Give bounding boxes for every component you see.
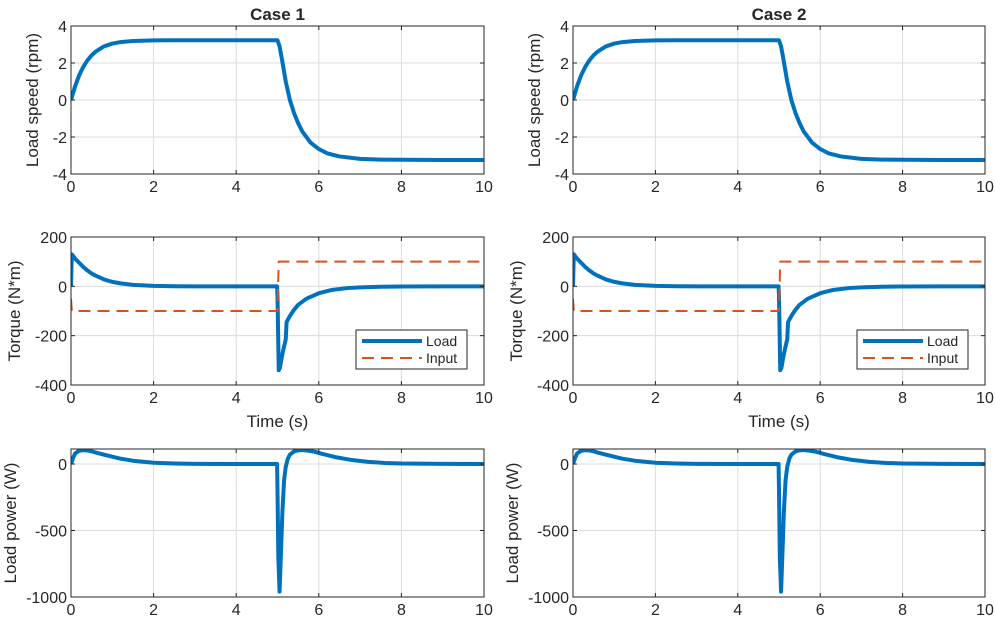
x-tick-label: 2 <box>149 179 158 196</box>
y-tick-label: -400 <box>537 378 569 395</box>
x-tick-label: 0 <box>569 390 578 407</box>
legend-label-input: Input <box>927 350 958 366</box>
x-tick-label: 10 <box>475 390 493 407</box>
x-tick-label: 4 <box>232 179 241 196</box>
x-tick-label: 4 <box>232 602 241 619</box>
y-tick-label: -1000 <box>528 590 569 607</box>
y-tick-label: 200 <box>542 230 569 247</box>
x-tick-label: 2 <box>651 179 660 196</box>
y-axis-label: Torque (N*m) <box>5 260 24 361</box>
x-tick-label: 4 <box>232 390 241 407</box>
y-tick-label: -1000 <box>26 590 67 607</box>
y-axis-label: Torque (N*m) <box>507 260 526 361</box>
axes-box <box>572 236 986 386</box>
y-tick-label: -2 <box>555 130 569 147</box>
y-tick-label: 200 <box>40 230 67 247</box>
x-tick-label: 4 <box>733 179 742 196</box>
y-tick-label: -500 <box>35 524 67 541</box>
series-load-power <box>71 449 484 594</box>
y-tick-label: -2 <box>53 130 67 147</box>
axes-case1-speed: 0 2 4 6 8 10 -4 -2 0 2 4 Case 1 Load speed (rpm) <box>23 5 493 196</box>
y-tick-label: -400 <box>35 378 67 395</box>
y-tick-label: -200 <box>537 329 569 346</box>
legend-label-load: Load <box>927 333 958 349</box>
axes-box <box>70 448 485 598</box>
x-tick-label: 6 <box>314 390 323 407</box>
axes-case1-power: 0 2 4 6 8 10 -1000 -500 0 Load power (W) <box>1 448 493 619</box>
series-load-speed <box>71 38 484 162</box>
x-tick-label: 0 <box>67 179 76 196</box>
x-tick-label: 2 <box>651 602 660 619</box>
x-tick-label: 10 <box>976 390 994 407</box>
y-tick-label: 4 <box>560 19 569 36</box>
x-tick-label: 4 <box>733 602 742 619</box>
legend-label-input: Input <box>426 350 457 366</box>
y-tick-label: 0 <box>58 279 67 296</box>
x-tick-label: 6 <box>314 602 323 619</box>
x-tick-label: 6 <box>816 602 825 619</box>
y-tick-label: 2 <box>58 56 67 73</box>
series-load <box>573 252 985 373</box>
y-axis-label: Load power (W) <box>1 463 20 584</box>
x-tick-label: 6 <box>816 179 825 196</box>
axes-case2-torque: 0 2 4 6 8 10 -400 -200 0 200 Time (s) Torque (N*m) L… <box>507 230 994 431</box>
x-tick-label: 0 <box>569 179 578 196</box>
legend-box <box>856 329 969 370</box>
series-load <box>71 252 484 373</box>
x-tick-label: 0 <box>67 390 76 407</box>
x-tick-label: 2 <box>651 390 660 407</box>
legend-box <box>355 329 468 370</box>
x-tick-label: 4 <box>733 390 742 407</box>
x-tick-label: 8 <box>397 390 406 407</box>
y-tick-label: 0 <box>560 279 569 296</box>
y-tick-label: 0 <box>58 93 67 110</box>
x-tick-label: 8 <box>898 179 907 196</box>
x-tick-label: 8 <box>397 602 406 619</box>
x-tick-label: 10 <box>475 602 493 619</box>
y-tick-label: -4 <box>555 167 569 184</box>
axes-box <box>572 448 986 598</box>
chart-title: Case 2 <box>752 5 807 24</box>
y-tick-label: 0 <box>560 93 569 110</box>
axes-case2-power: 0 2 4 6 8 10 -1000 -500 0 Load power (W) <box>503 448 994 619</box>
series-load-speed <box>573 38 985 162</box>
x-axis-label: Time (s) <box>247 412 309 431</box>
x-tick-label: 8 <box>397 179 406 196</box>
x-tick-label: 10 <box>976 179 994 196</box>
y-tick-label: 0 <box>560 457 569 474</box>
x-axis-label: Time (s) <box>748 412 810 431</box>
y-tick-label: -500 <box>537 524 569 541</box>
y-tick-label: 4 <box>58 19 67 36</box>
y-axis-label: Load speed (rpm) <box>525 33 544 167</box>
x-tick-label: 6 <box>816 390 825 407</box>
axes-box <box>70 236 485 386</box>
y-tick-label: 2 <box>560 56 569 73</box>
series-load-power <box>573 449 985 594</box>
series-input <box>71 260 484 312</box>
y-axis-label: Load power (W) <box>503 463 522 584</box>
legend-label-load: Load <box>426 333 457 349</box>
axes-case2-speed: 0 2 4 6 8 10 -4 -2 0 2 4 Case 2 Load speed (rpm) <box>525 5 994 196</box>
x-tick-label: 8 <box>898 602 907 619</box>
axes-case1-torque: 0 2 4 6 8 10 -400 -200 0 200 Time (s) Torque (N*m) L… <box>5 230 493 431</box>
x-tick-label: 10 <box>475 179 493 196</box>
y-axis-label: Load speed (rpm) <box>23 33 42 167</box>
chart-title: Case 1 <box>250 5 305 24</box>
x-tick-label: 0 <box>569 602 578 619</box>
x-tick-label: 8 <box>898 390 907 407</box>
x-tick-label: 6 <box>314 179 323 196</box>
x-tick-label: 2 <box>149 390 158 407</box>
x-tick-label: 2 <box>149 602 158 619</box>
series-input <box>573 260 985 312</box>
x-tick-label: 0 <box>67 602 76 619</box>
x-tick-label: 10 <box>976 602 994 619</box>
y-tick-label: -200 <box>35 329 67 346</box>
y-tick-label: -4 <box>53 167 67 184</box>
y-tick-label: 0 <box>58 457 67 474</box>
